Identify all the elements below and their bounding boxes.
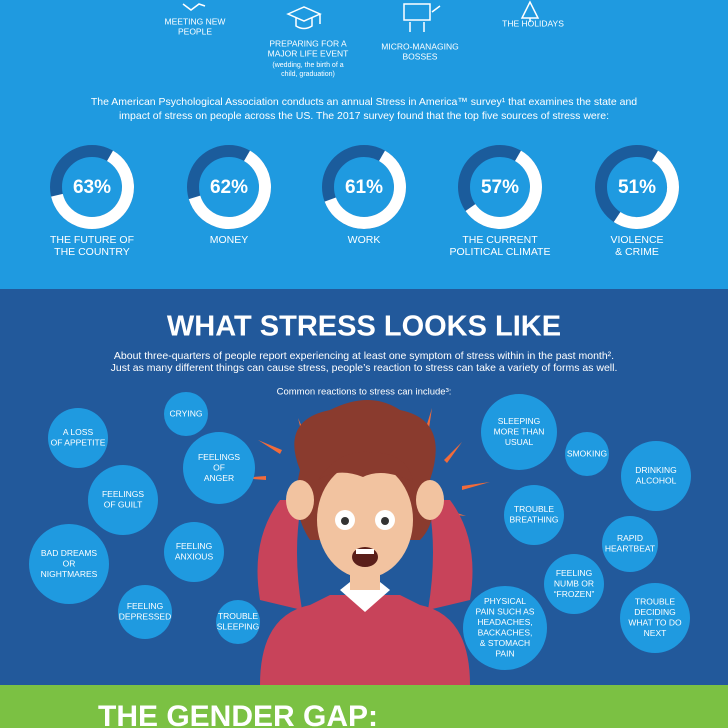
looks-title: WHAT STRESS LOOKS LIKE bbox=[167, 311, 561, 343]
reaction-label: “FROZEN” bbox=[554, 589, 595, 599]
icon-caption: PEOPLE bbox=[178, 26, 212, 36]
reaction-label: HEARTBEAT bbox=[605, 544, 655, 554]
reaction-label: FEELINGS bbox=[198, 452, 240, 462]
reaction-label: FEELING bbox=[556, 568, 592, 578]
reaction-label: SLEEPING bbox=[217, 622, 260, 632]
reaction-label: USUAL bbox=[505, 437, 534, 447]
donut-label: VIOLENCE bbox=[610, 234, 663, 246]
reaction-label: FEELING bbox=[176, 541, 212, 551]
reaction-bubble bbox=[544, 554, 604, 614]
reaction-label: HEADACHES, bbox=[477, 617, 532, 627]
donut-label: THE FUTURE OF bbox=[50, 234, 134, 246]
reaction-bubble bbox=[602, 516, 658, 572]
reaction-label: NEXT bbox=[644, 628, 667, 638]
donut-arc bbox=[324, 150, 406, 229]
icon-caption: PREPARING FOR A bbox=[269, 38, 347, 48]
donut-arc bbox=[465, 150, 542, 229]
reaction-label: WHAT TO DO bbox=[628, 618, 682, 628]
intro-text: impact of stress on people across the US… bbox=[119, 110, 609, 122]
reaction-bubble bbox=[463, 586, 547, 670]
donut-value: 61% bbox=[345, 177, 383, 198]
reaction-label: FEELINGS bbox=[102, 489, 144, 499]
donut-label: WORK bbox=[348, 234, 381, 246]
handshake-icon bbox=[182, 3, 206, 11]
reaction-bubble bbox=[481, 394, 557, 470]
icon-caption: BOSSES bbox=[403, 51, 438, 61]
reaction-label: OF APPETITE bbox=[51, 438, 106, 448]
gender-section bbox=[0, 685, 728, 728]
reaction-bubble bbox=[88, 465, 158, 535]
reaction-label: TROUBLE bbox=[218, 611, 258, 621]
reaction-bubble bbox=[216, 600, 260, 644]
icon-caption: MEETING NEW bbox=[165, 16, 226, 26]
reaction-label: SMOKING bbox=[567, 448, 607, 458]
reaction-label: CRYING bbox=[170, 408, 203, 418]
reaction-label: MORE THAN bbox=[494, 426, 545, 436]
boss-icon bbox=[403, 3, 441, 32]
donut-value: 62% bbox=[210, 177, 248, 198]
reaction-label: OF bbox=[213, 462, 225, 472]
reaction-bubble bbox=[621, 441, 691, 511]
looks-subtitle: Common reactions to stress can include³: bbox=[277, 387, 452, 398]
reaction-bubble bbox=[504, 485, 564, 545]
reaction-label: DEPRESSED bbox=[119, 612, 171, 622]
reaction-bubble bbox=[164, 522, 224, 582]
reaction-label: FEELING bbox=[127, 601, 163, 611]
gender-title: THE GENDER GAP: bbox=[98, 700, 378, 728]
donut-label: MONEY bbox=[210, 234, 249, 246]
reaction-label: NIGHTMARES bbox=[41, 569, 98, 579]
reaction-label: BACKACHES, bbox=[478, 628, 533, 638]
reaction-label: BAD DREAMS bbox=[41, 548, 98, 558]
reaction-label: TROUBLE bbox=[635, 597, 675, 607]
reaction-bubble bbox=[118, 585, 172, 639]
reaction-label: TROUBLE bbox=[514, 504, 554, 514]
reaction-label: PAIN bbox=[495, 649, 514, 659]
donut-arc bbox=[51, 150, 134, 229]
reaction-label: SLEEPING bbox=[498, 416, 541, 426]
reaction-bubble bbox=[48, 408, 108, 468]
intro-text: The American Psychological Association c… bbox=[91, 96, 637, 108]
icon-note: child, graduation) bbox=[281, 71, 335, 78]
reaction-label: DECIDING bbox=[634, 607, 676, 617]
donut-label: POLITICAL CLIMATE bbox=[450, 246, 551, 258]
reaction-bubble bbox=[183, 432, 255, 504]
reaction-bubble bbox=[164, 392, 208, 436]
reaction-label: ANGER bbox=[204, 473, 234, 483]
looks-text: Just as many different things can cause … bbox=[111, 362, 618, 374]
reaction-label: PAIN SUCH AS bbox=[476, 607, 535, 617]
reaction-bubble bbox=[565, 432, 609, 476]
reaction-label: OR bbox=[63, 558, 76, 568]
reaction-label: & STOMACH bbox=[480, 638, 530, 648]
reaction-label: RAPID bbox=[617, 533, 643, 543]
donut-arc bbox=[188, 150, 271, 229]
donut-label: THE COUNTRY bbox=[54, 246, 130, 258]
reaction-label: ANXIOUS bbox=[175, 552, 214, 562]
donut-label: THE CURRENT bbox=[462, 234, 538, 246]
donut-value: 51% bbox=[618, 177, 656, 198]
icon-caption: MAJOR LIFE EVENT bbox=[268, 48, 349, 58]
reaction-label: DRINKING bbox=[635, 465, 677, 475]
tree-icon bbox=[520, 0, 540, 22]
donut-value: 57% bbox=[481, 177, 519, 198]
reaction-bubble bbox=[29, 524, 109, 604]
reaction-bubble bbox=[620, 583, 690, 653]
sources-section bbox=[0, 0, 728, 289]
donut-arc bbox=[613, 150, 679, 229]
cap-icon bbox=[286, 6, 322, 30]
icon-caption: THE HOLIDAYS bbox=[502, 18, 564, 28]
icon-note: (wedding, the birth of a bbox=[272, 62, 343, 69]
reaction-label: BREATHING bbox=[510, 515, 559, 525]
reaction-label: ALCOHOL bbox=[636, 476, 677, 486]
reaction-label: PHYSICAL bbox=[484, 596, 526, 606]
looks-text: About three-quarters of people report ex… bbox=[114, 350, 614, 362]
icon-caption: MICRO-MANAGING bbox=[381, 41, 458, 51]
donut-label: & CRIME bbox=[615, 246, 659, 258]
stressed-woman bbox=[240, 400, 490, 685]
reaction-label: A LOSS bbox=[63, 427, 94, 437]
reaction-label: OF GUILT bbox=[104, 500, 143, 510]
icons bbox=[182, 0, 540, 32]
donut-value: 63% bbox=[73, 177, 111, 198]
reaction-label: NUMB OR bbox=[554, 578, 594, 588]
